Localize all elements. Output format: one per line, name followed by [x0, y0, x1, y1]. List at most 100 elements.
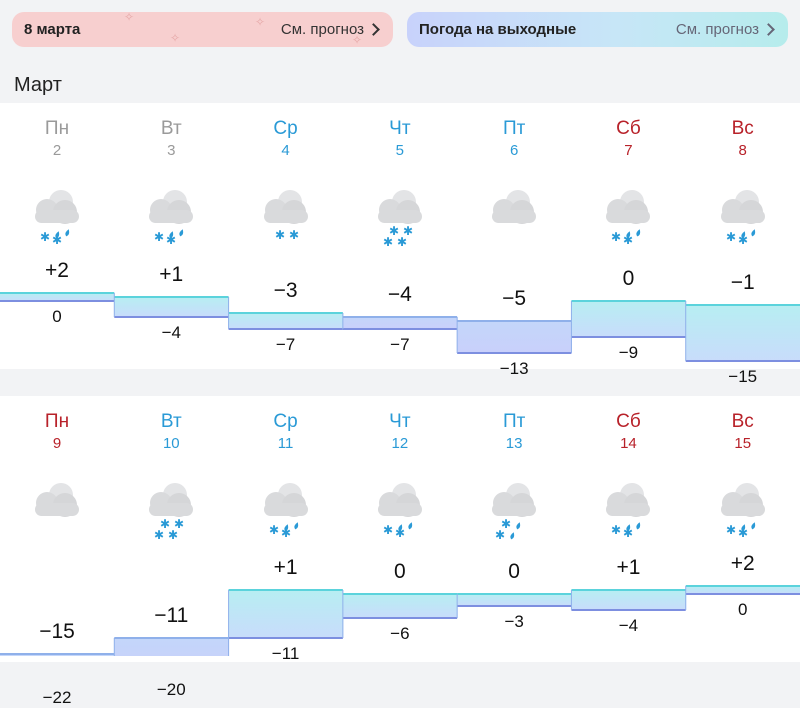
cloud-icon	[482, 178, 546, 248]
day-column[interactable]: Вт 3 ✱ ✱	[114, 103, 228, 369]
day-of-week: Пн	[44, 118, 70, 139]
low-temp-label: 0	[737, 600, 748, 619]
day-column[interactable]: Пн 9	[0, 396, 114, 662]
day-of-week: Вт	[160, 411, 182, 432]
day-of-week: Сб	[616, 411, 641, 432]
cloud-snow-rain-icon: ✱ ✱	[711, 471, 775, 541]
day-of-week: Вт	[160, 118, 182, 139]
svg-text:✱: ✱	[383, 523, 393, 537]
weekend-banner-title: Погода на выходные	[419, 21, 577, 38]
svg-text:✱: ✱	[289, 228, 299, 242]
day-number: 2	[52, 142, 62, 159]
day-of-week: Вс	[731, 411, 754, 432]
sparkle-icon: ✧	[170, 31, 181, 45]
day-column[interactable]: Вс 15 ✱ ✱	[686, 396, 800, 662]
cloud-snow-rain-icon: ✱ ✱	[711, 178, 775, 248]
high-temp-label: 0	[622, 267, 635, 290]
low-temp-label: −3	[504, 612, 524, 631]
temperature-band	[571, 301, 687, 337]
chevron-right-icon	[367, 23, 380, 36]
temperature-band	[342, 594, 458, 618]
temperature-band	[457, 321, 572, 353]
cloud-snow-rain-mix-icon: ✱ ✱	[482, 471, 546, 541]
chevron-right-icon	[762, 23, 775, 36]
low-temp-label: −22	[42, 688, 72, 707]
high-temp-label: +1	[273, 556, 298, 579]
low-temp-label: −13	[499, 359, 529, 378]
day-number: 5	[395, 142, 405, 159]
day-column[interactable]: Вс 8 ✱ ✱	[686, 103, 800, 369]
svg-text:✱: ✱	[395, 526, 405, 540]
sparkle-icon: ✧	[255, 15, 266, 29]
day-column[interactable]: Ср 11 ✱ ✱	[229, 396, 343, 662]
day-number: 13	[505, 435, 523, 452]
month-header: Март	[0, 60, 800, 102]
sparkle-icon: ✧	[352, 33, 363, 47]
day-number: 3	[167, 142, 176, 159]
svg-text:✱: ✱	[154, 230, 164, 244]
high-temp-label: −5	[502, 287, 527, 310]
day-of-week: Пт	[502, 411, 526, 432]
high-temp-label: −3	[273, 279, 298, 302]
day-of-week: Ср	[273, 411, 298, 432]
svg-text:✱: ✱	[726, 230, 736, 244]
day-of-week: Пн	[44, 411, 70, 432]
temperature-band	[457, 594, 572, 606]
holiday-forecast-banner[interactable]: 8 марта См. прогноз ✧ ✧ ✧ ✧	[12, 10, 393, 47]
day-number: 11	[277, 435, 294, 452]
day-column[interactable]: Сб 7 ✱ ✱	[571, 103, 685, 369]
svg-text:✱: ✱	[738, 526, 748, 540]
high-temp-label: −4	[387, 283, 412, 306]
temperature-band	[685, 586, 800, 594]
holiday-see-forecast-link[interactable]: См. прогноз	[281, 21, 381, 38]
svg-text:✱: ✱	[389, 224, 399, 238]
low-temp-label: 0	[52, 307, 62, 326]
day-column[interactable]: Чт 12 ✱ ✱	[343, 396, 457, 662]
cloud-snow-rain-icon: ✱ ✱	[254, 471, 318, 541]
temperature-chart: −15 −22 −11 −20 +1 −11 0 −6 0 −3 +1 −4 +2 0	[0, 546, 800, 707]
cloud-snow-icon: ✱ ✱	[254, 178, 318, 248]
svg-text:✱: ✱	[154, 528, 164, 541]
day-column[interactable]: Ср 4 ✱ ✱	[229, 103, 343, 369]
top-banners: 8 марта См. прогноз ✧ ✧ ✧ ✧ Погода на вы…	[0, 0, 800, 60]
day-number: 7	[624, 142, 633, 159]
sparkle-icon: ✧	[124, 10, 135, 24]
svg-text:✱: ✱	[383, 235, 393, 248]
day-column[interactable]: Сб 14 ✱ ✱	[571, 396, 685, 662]
day-column[interactable]: Пт 13 ✱ ✱	[457, 396, 571, 662]
svg-text:✱: ✱	[52, 233, 62, 247]
day-column[interactable]: Пт 6	[457, 103, 571, 369]
svg-text:✱: ✱	[726, 523, 736, 537]
svg-text:✱: ✱	[160, 517, 170, 531]
temperature-band	[114, 297, 230, 317]
high-temp-label: −15	[39, 620, 75, 643]
day-number: 9	[52, 435, 62, 452]
day-number: 15	[734, 435, 752, 452]
day-of-week: Сб	[616, 118, 641, 139]
day-number: 12	[391, 435, 409, 452]
low-temp-label: −20	[156, 680, 186, 699]
svg-text:✱: ✱	[168, 528, 178, 541]
weekend-see-forecast-link[interactable]: См. прогноз	[676, 21, 776, 38]
svg-text:✱: ✱	[611, 230, 621, 244]
day-number: 4	[281, 142, 290, 159]
temperature-band	[114, 638, 230, 656]
svg-text:✱: ✱	[174, 517, 184, 531]
month-title: Март	[14, 74, 62, 96]
temperature-band	[0, 293, 115, 301]
low-temp-label: −11	[271, 644, 300, 663]
weekend-forecast-banner[interactable]: Погода на выходные См. прогноз	[407, 12, 788, 47]
week-card: Пн 2 ✱ ✱ Вт 3 ✱ ✱ Ср 4 ✱ ✱ Чт 5 ✱ ✱ ✱ ✱ Пт 6 Сб 7 ✱ ✱ Вс 8 ✱ ✱ +2 0 +1…	[0, 103, 800, 386]
day-column[interactable]: Пн 2 ✱ ✱	[0, 103, 114, 369]
high-temp-label: +1	[159, 263, 184, 286]
day-of-week: Ср	[273, 118, 298, 139]
svg-text:✱: ✱	[40, 230, 50, 244]
svg-text:✱: ✱	[495, 528, 505, 541]
day-column[interactable]: Чт 5 ✱ ✱ ✱ ✱	[343, 103, 457, 369]
temperature-band	[228, 313, 344, 329]
svg-text:✱: ✱	[623, 233, 633, 247]
low-temp-label: −4	[161, 323, 181, 342]
day-column[interactable]: Вт 10 ✱ ✱ ✱ ✱	[114, 396, 228, 662]
high-temp-label: +2	[45, 259, 69, 282]
temperature-chart: +2 0 +1 −4 −3 −7 −4 −7 −5 −13 0 −9 −1 −15	[0, 253, 800, 386]
